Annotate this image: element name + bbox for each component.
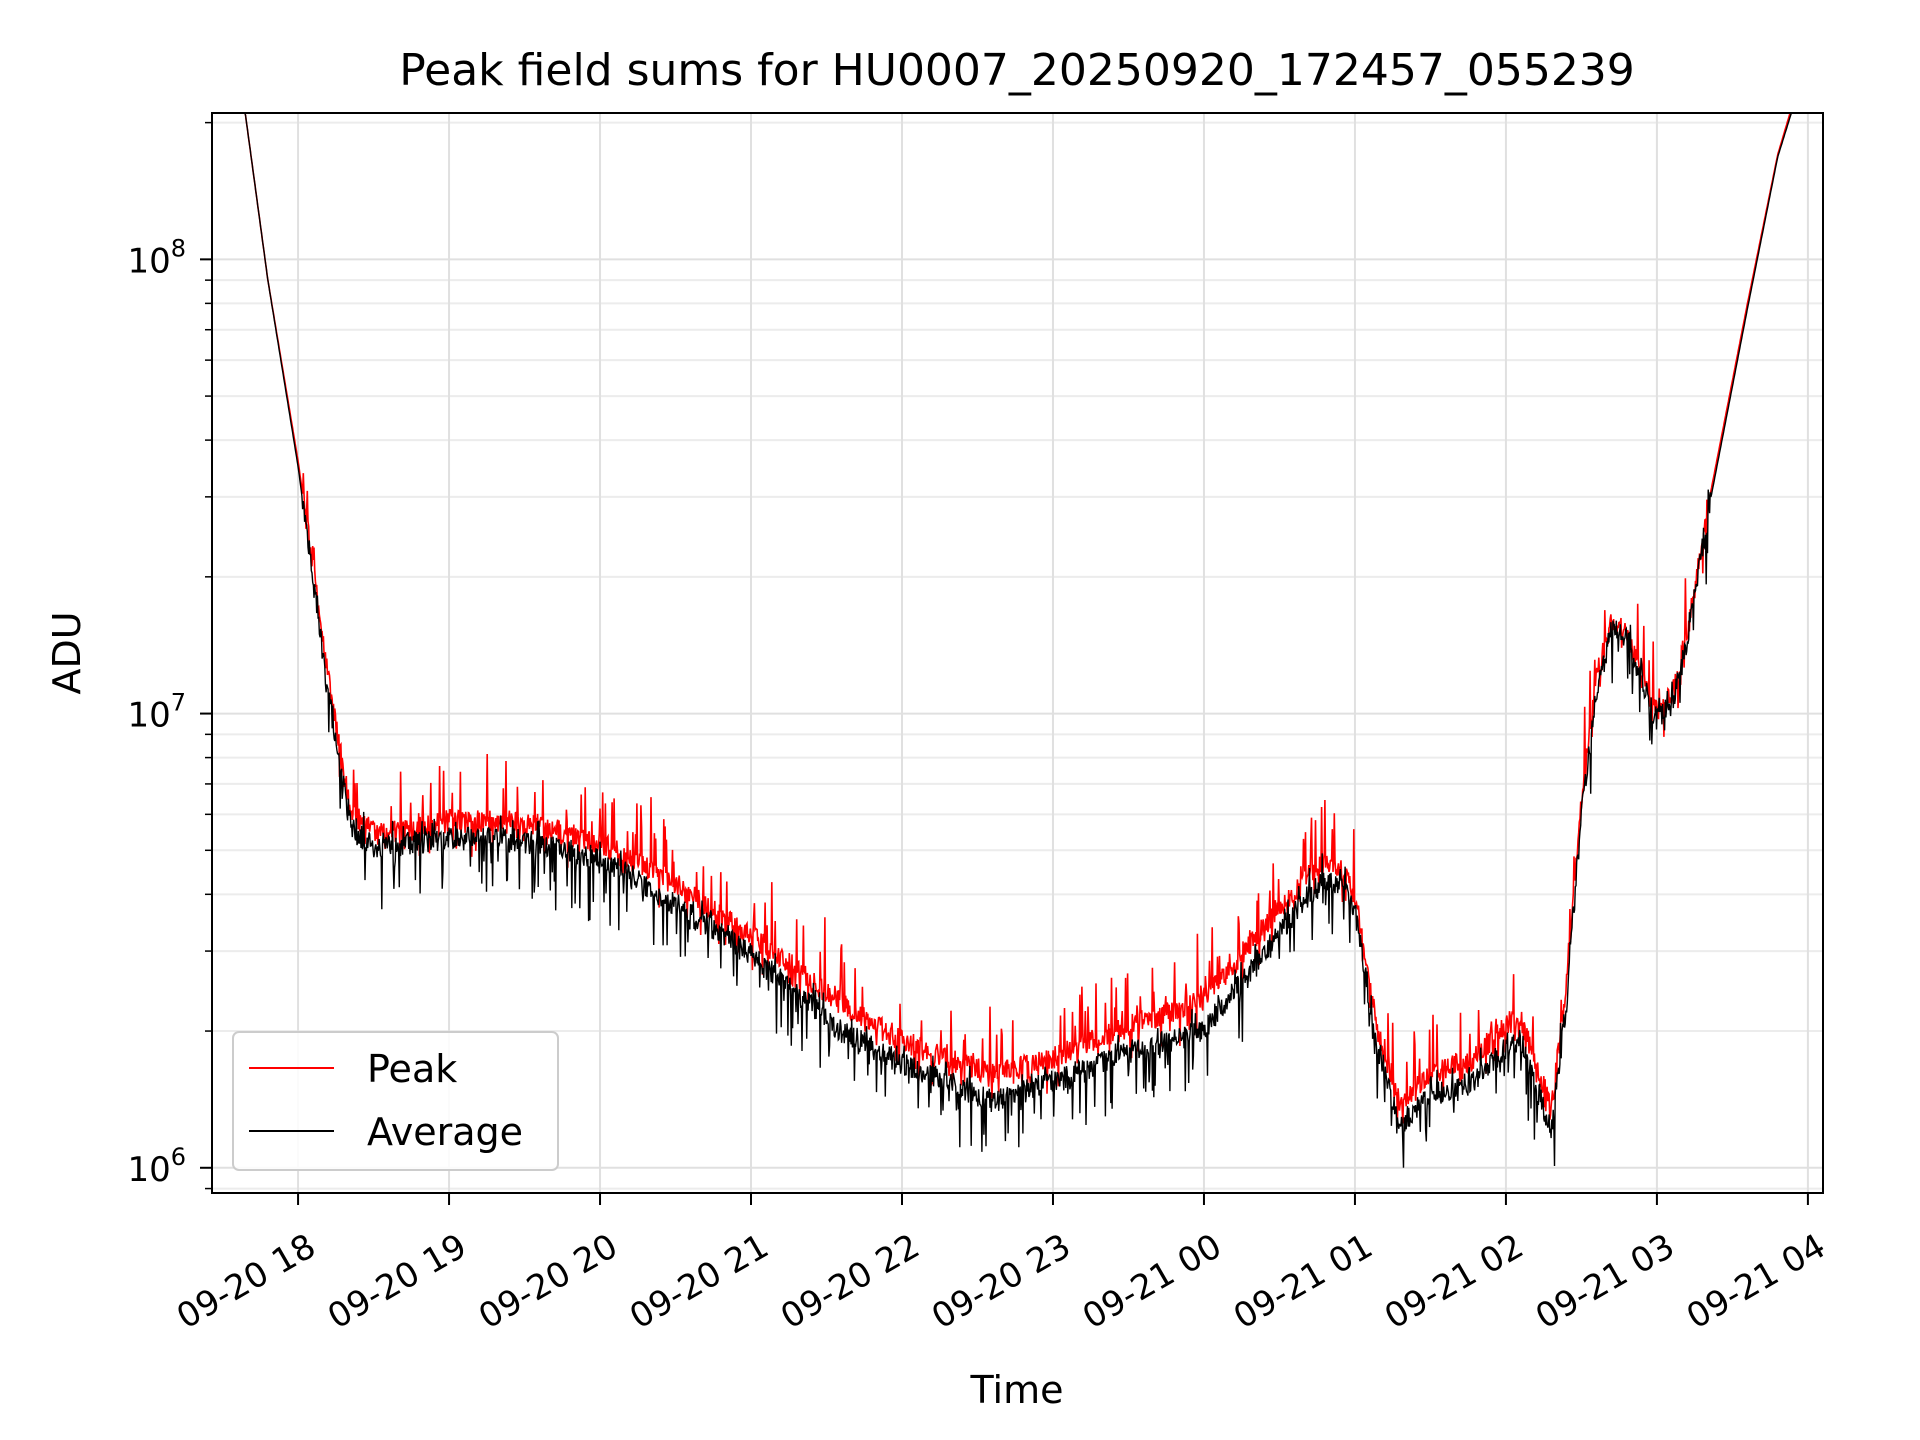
legend-average-label: Average [367,1110,523,1154]
series-layer [212,113,1810,1168]
peak-series-line [212,113,1791,1124]
legend: Peak Average [232,1031,559,1171]
x-axis-label: Time [970,1368,1064,1412]
y-axis-label: ADU [45,611,89,694]
legend-box [232,1031,559,1171]
y-tick-label: 108 [127,234,186,281]
y-tick-label: 106 [127,1143,186,1190]
chart-title: Peak field sums for HU0007_20250920_1724… [399,45,1635,96]
average-series-line [212,113,1810,1168]
grid [212,113,1823,1193]
plot-frame [211,112,1824,1194]
y-axis: 106 107 108 [127,121,212,1190]
y-tick-label: 107 [127,689,186,736]
legend-peak-label: Peak [367,1047,457,1091]
